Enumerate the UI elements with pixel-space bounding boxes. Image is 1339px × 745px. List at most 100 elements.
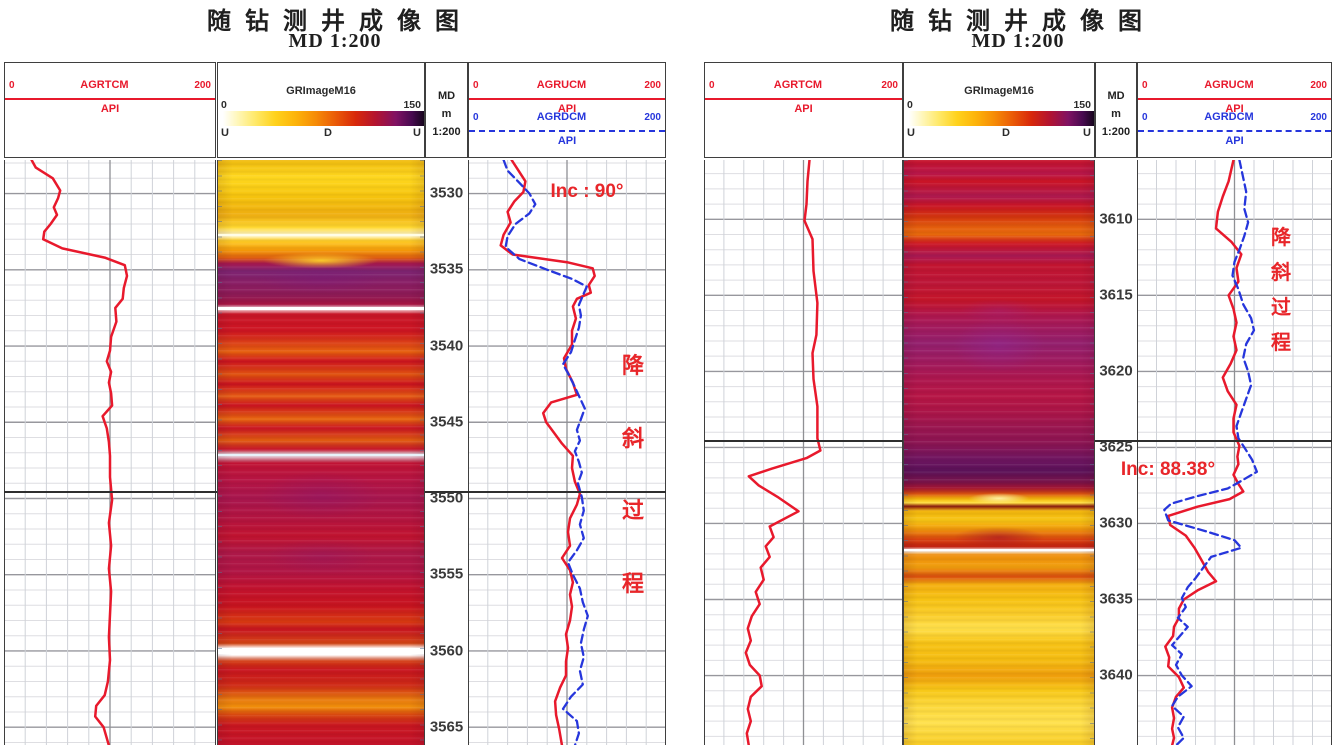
depth-axis-scale: 1:200	[432, 126, 461, 138]
depth-axis-scale: 1:200	[1101, 126, 1131, 138]
process-annotation-char: 斜	[621, 425, 645, 451]
image-white-break-line	[904, 549, 1094, 552]
gr-scale-row: 0 AGRTCM 200	[709, 79, 898, 91]
page-title: 随 钻 测 井 成 像 图	[207, 9, 463, 35]
agrucm-scale-max: 200	[1310, 80, 1327, 91]
dual-gr-track	[1137, 159, 1332, 745]
image-scale-row: 0 150	[221, 99, 421, 111]
process-annotation-char: 过	[1271, 297, 1291, 319]
agrdcm-scale-min: 0	[1142, 112, 1148, 123]
process-annotation: 降斜过程	[1271, 221, 1291, 361]
depth-label: 3530	[429, 184, 464, 202]
agrucm-curve-name: AGRUCM	[536, 79, 587, 91]
gr-scale-row: 0 AGRTCM 200	[9, 79, 211, 91]
dual-gr-track-header: 0 AGRUCM 200 API 0 AGRDCM 200 API	[468, 62, 666, 158]
agrdcm-scale-min: 0	[473, 112, 479, 123]
image-scale-min: 0	[221, 99, 227, 111]
image-curve-name: GRImageM16	[286, 85, 356, 97]
depth-label: 3620	[1099, 362, 1133, 380]
agrdcm-unit-label: API	[557, 135, 577, 147]
agrucm-scale-min: 0	[473, 80, 479, 91]
gr-scale-max: 200	[881, 80, 898, 91]
dual-gr-track-header: 0 AGRUCM 200 API 0 AGRDCM 200 API	[1137, 62, 1332, 158]
depth-label: 3565	[429, 718, 464, 736]
depth-track-header: MD m 1:200	[425, 62, 468, 158]
depth-track-header: MD m 1:200	[1095, 62, 1137, 158]
depth-label: 3550	[429, 489, 464, 507]
depth-label: 3630	[1099, 514, 1133, 532]
depth-label: 3640	[1099, 666, 1133, 684]
image-depth-ticks	[1090, 159, 1094, 745]
gr-image-colorbar	[909, 111, 1094, 126]
image-white-break-line	[218, 306, 424, 310]
gr-scale-max: 200	[194, 80, 211, 91]
agrucm-curve-name: AGRUCM	[1204, 79, 1254, 91]
image-scale-row: 0 150	[907, 99, 1091, 111]
agrucm-curve	[1164, 159, 1245, 745]
dual-gr-track	[468, 159, 666, 745]
depth-label: 3535	[429, 260, 464, 278]
sector-label-up-right: U	[1083, 127, 1091, 139]
agrdcm-curve-line-sample	[1138, 130, 1331, 132]
image-track-header: GRImageM16 0 150 U D U	[217, 62, 425, 158]
image-white-break-line	[218, 453, 424, 456]
agrucm-unit-label: API	[1225, 103, 1244, 115]
agrdcm-curve-name: AGRDCM	[1204, 111, 1254, 123]
agrdcm-curve-name: AGRDCM	[536, 111, 587, 123]
agrucm-curve-line-sample	[469, 98, 665, 100]
image-scale-max: 150	[403, 99, 421, 111]
agrdcm-unit-label: API	[1225, 135, 1244, 147]
process-annotation-char: 程	[1271, 332, 1291, 354]
sector-label-up-left: U	[907, 127, 915, 139]
depth-label: 3545	[429, 413, 464, 431]
gr-scale-min: 0	[9, 80, 15, 91]
process-annotation-char: 降	[1271, 227, 1291, 249]
gr-scale-min: 0	[709, 80, 715, 91]
gr-track-header: 0 AGRTCM 200 API	[704, 62, 903, 158]
process-annotation: 降斜过程	[622, 330, 644, 621]
gr-unit-label: API	[794, 103, 813, 115]
agrucm-scale-row: 0 AGRUCM 200	[473, 79, 661, 91]
gr-track-header: 0 AGRTCM 200 API	[4, 62, 216, 158]
agrdcm-curve	[502, 159, 589, 745]
gr-curve-line-sample	[705, 98, 902, 100]
gr-curve-name: AGRTCM	[773, 79, 823, 91]
depth-axis-labels: MD m 1:200	[426, 87, 467, 141]
gr-curve-name: AGRTCM	[80, 79, 129, 91]
image-sector-row: U D U	[221, 127, 421, 139]
gr-curve-line-sample	[5, 98, 215, 100]
depth-axis-labels: MD m 1:200	[1096, 87, 1136, 141]
image-sector-row: U D U	[907, 127, 1091, 139]
image-white-break-line	[218, 234, 424, 236]
sector-label-up-right: U	[413, 127, 421, 139]
image-scale-max: 150	[1073, 99, 1091, 111]
gr-track	[4, 159, 216, 745]
agrdcm-scale-row: 0 AGRDCM 200	[1142, 111, 1327, 123]
process-annotation-char: 降	[621, 352, 645, 378]
image-scale-min: 0	[907, 99, 913, 111]
gr-image-colorbar	[223, 111, 424, 126]
process-annotation-char: 斜	[1271, 262, 1291, 284]
agrucm-unit-label: API	[557, 103, 577, 115]
gr-unit-label: API	[100, 103, 120, 115]
depth-label: 3610	[1099, 210, 1133, 228]
inclination-annotation: Inc: 88.38°	[1120, 458, 1216, 480]
agrdcm-curve-line-sample	[469, 130, 665, 132]
image-depth-ticks	[218, 159, 222, 745]
agrucm-curve-line-sample	[1138, 98, 1331, 100]
gr-track	[704, 159, 903, 745]
gr-image-track	[217, 159, 425, 745]
depth-label: 3625	[1099, 438, 1133, 456]
depth-axis-name: MD	[1107, 90, 1125, 102]
depth-axis-unit: m	[441, 108, 452, 120]
gr-image-track	[903, 159, 1095, 745]
image-white-break-line	[218, 648, 424, 655]
sector-label-down: D	[324, 127, 332, 139]
agrucm-curve	[499, 159, 596, 745]
depth-scale-label: MD 1:200	[288, 30, 382, 52]
depth-label: 3615	[1099, 286, 1133, 304]
agrucm-scale-min: 0	[1142, 80, 1148, 91]
depth-label: 3560	[429, 642, 464, 659]
process-annotation-char: 程	[621, 571, 645, 596]
